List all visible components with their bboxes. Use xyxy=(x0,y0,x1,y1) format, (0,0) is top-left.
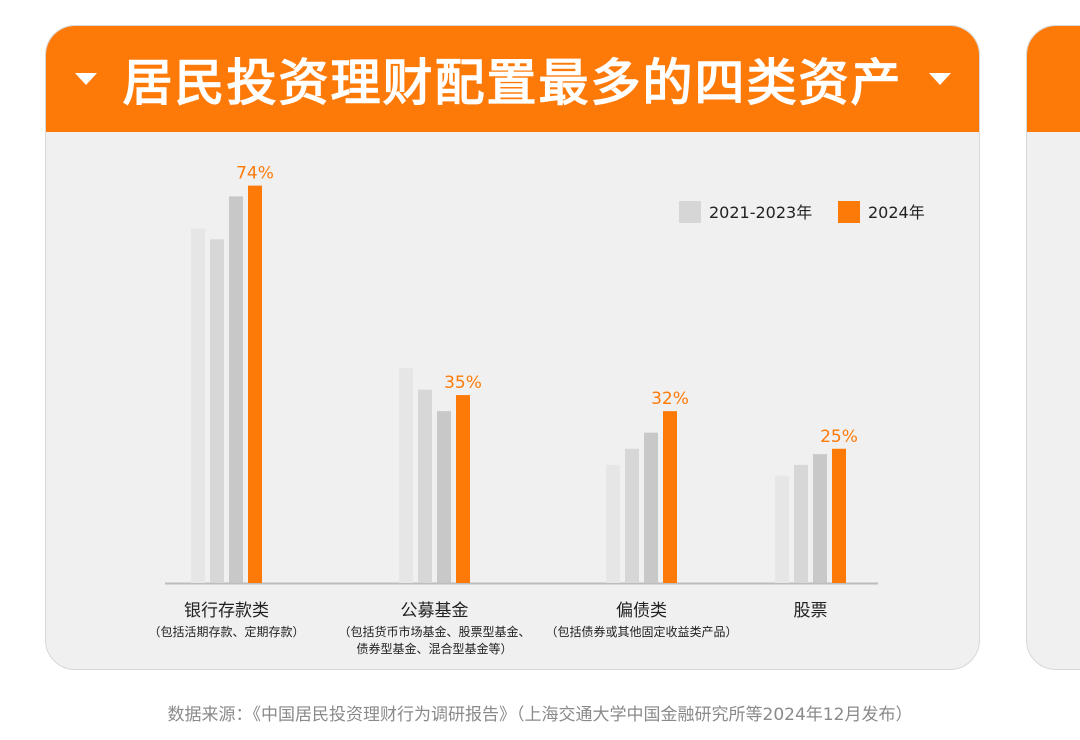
bar-2024-3 xyxy=(832,448,846,583)
data-source-note: 数据来源：《中国居民投资理财行为调研报告》（上海交通大学中国金融研究所等2024… xyxy=(167,705,913,725)
category-label: 偏债类 xyxy=(616,601,667,621)
next-card-header xyxy=(1027,26,1080,132)
bar-chart: 74% 银行存款类 （包括活期存款、定期存款） 35% 公募基金 （包括货币市场基金、股票… xyxy=(148,164,925,656)
bar-2023-0 xyxy=(229,196,243,584)
chart-title: 居民投资理财配置最多的四类资产 xyxy=(122,54,903,112)
card-header xyxy=(46,26,979,132)
bar-2021-2 xyxy=(606,464,620,583)
triangle-down-icon xyxy=(74,73,97,85)
category-label: 公募基金 xyxy=(401,601,469,621)
category-sublabel: （包括债券或其他固定收益类产品） xyxy=(545,624,737,639)
bar-2024-2 xyxy=(663,411,677,583)
bar-2021-1 xyxy=(399,368,413,583)
legend-swatch xyxy=(679,201,701,223)
category-label: 股票 xyxy=(794,601,828,621)
triangle-down-icon xyxy=(928,73,951,85)
bar-2023-2 xyxy=(644,432,658,583)
bar-2021-0 xyxy=(191,228,205,583)
bar-2021-3 xyxy=(775,475,789,583)
bar-2022-0 xyxy=(210,239,224,583)
data-label: 25% xyxy=(820,427,858,447)
legend-swatch xyxy=(838,201,860,223)
bar-2023-1 xyxy=(437,411,451,583)
bar-2022-2 xyxy=(625,448,639,583)
bar-2023-3 xyxy=(813,454,827,583)
category-sublabel: 债券型基金、混合型基金等） xyxy=(356,641,512,656)
bar-2022-3 xyxy=(794,464,808,583)
data-label: 35% xyxy=(444,373,482,393)
data-label: 74% xyxy=(236,164,274,184)
legend-label: 2021-2023年 xyxy=(709,203,812,222)
bar-2024-1 xyxy=(456,395,470,583)
data-label: 32% xyxy=(651,389,689,409)
next-card-partial xyxy=(1026,25,1080,670)
legend-label: 2024年 xyxy=(868,203,925,222)
category-sublabel: （包括活期存款、定期存款） xyxy=(148,624,304,639)
bar-2024-0 xyxy=(248,185,262,583)
card-title-bar: 居民投资理财配置最多的四类资产 xyxy=(46,26,979,132)
category-sublabel: （包括货币市场基金、股票型基金、 xyxy=(338,624,530,639)
bar-2022-1 xyxy=(418,389,432,583)
category-label: 银行存款类 xyxy=(184,601,269,621)
